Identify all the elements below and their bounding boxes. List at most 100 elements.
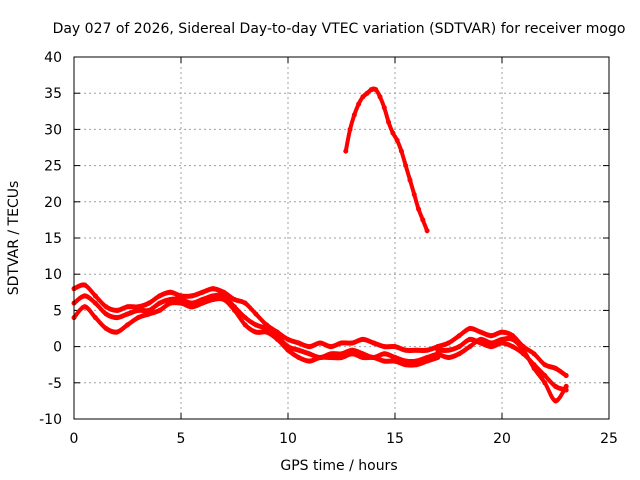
data-point [553,383,558,389]
data-point [349,351,355,357]
data-point [92,315,98,321]
data-point [157,293,163,299]
data-point [125,311,130,317]
data-point [135,307,141,313]
data-point [167,300,173,306]
data-point [386,119,392,125]
x-tick-label: 15 [386,431,404,447]
data-point [103,326,109,331]
data-point [392,344,398,350]
data-point [146,300,152,306]
data-point [456,333,462,339]
data-point [232,297,237,303]
chart-title: Day 027 of 2026, Sidereal Day-to-day VTE… [53,21,626,37]
data-point [285,347,291,353]
data-point [360,336,366,342]
data-point [553,365,558,371]
data-point [416,206,422,212]
data-point [146,311,152,317]
x-tick-label: 10 [279,431,297,447]
data-point [390,130,396,136]
data-point [381,344,387,350]
data-point [446,340,451,346]
y-tick-label: -10 [39,412,62,428]
data-point [499,329,505,335]
data-point [157,307,163,313]
y-tick-label: 40 [44,50,62,66]
y-tick-label: 20 [44,195,62,211]
data-point [373,87,379,93]
data-point [242,300,248,306]
data-point [296,340,302,346]
data-point [253,311,259,317]
data-point [82,282,88,288]
data-point [360,94,366,100]
data-point [103,311,109,317]
data-point [403,362,409,368]
data-point [339,354,344,360]
data-point [114,307,120,313]
data-point [368,87,374,93]
data-point [381,358,387,364]
data-point [306,351,312,357]
data-point [356,101,362,107]
y-tick-label: 35 [44,86,62,102]
data-point [317,340,323,346]
y-tick-label: 30 [44,122,62,138]
data-point [488,333,494,339]
data-point [135,315,141,321]
data-point [456,344,462,350]
data-point [542,373,548,379]
data-point [349,340,355,346]
data-point [478,336,484,342]
data-point [394,137,400,143]
data-point [351,112,357,118]
data-point [531,365,537,371]
data-point [542,380,548,386]
data-point [488,340,494,346]
data-point [296,347,302,353]
data-point [114,315,120,321]
data-point [242,322,248,328]
data-point [377,94,383,100]
data-traces [71,86,569,404]
y-tick-label: -5 [48,376,62,392]
x-tick-label: 20 [493,431,511,447]
data-point [531,351,537,357]
data-point [264,329,270,335]
y-tick-label: 10 [44,267,62,283]
x-tick-label: 0 [70,431,79,447]
data-point [328,354,334,360]
data-point [178,300,184,306]
data-point [411,192,417,198]
x-tick-label: 25 [600,431,618,447]
x-tick-label: 5 [177,431,186,447]
y-axis-label: SDTVAR / TECUs [6,181,22,296]
data-point [435,347,441,353]
data-point [381,105,387,111]
y-tick-label: 25 [44,159,62,175]
data-point [510,344,516,350]
data-point [467,344,473,350]
data-point [435,351,441,357]
data-point [403,347,409,353]
data-point [253,322,259,328]
data-point [285,336,291,342]
data-point [82,304,88,310]
data-point [125,304,130,310]
x-axis-label: GPS time / hours [280,458,397,474]
data-point [317,354,323,360]
data-point [232,307,237,313]
data-point [199,300,205,306]
data-point [424,358,430,364]
data-point [189,304,195,310]
data-point [456,351,462,357]
data-point [221,297,227,303]
data-point [553,398,558,404]
data-point [242,315,248,321]
data-point [306,344,312,350]
data-point [403,163,409,169]
data-point [92,300,98,306]
